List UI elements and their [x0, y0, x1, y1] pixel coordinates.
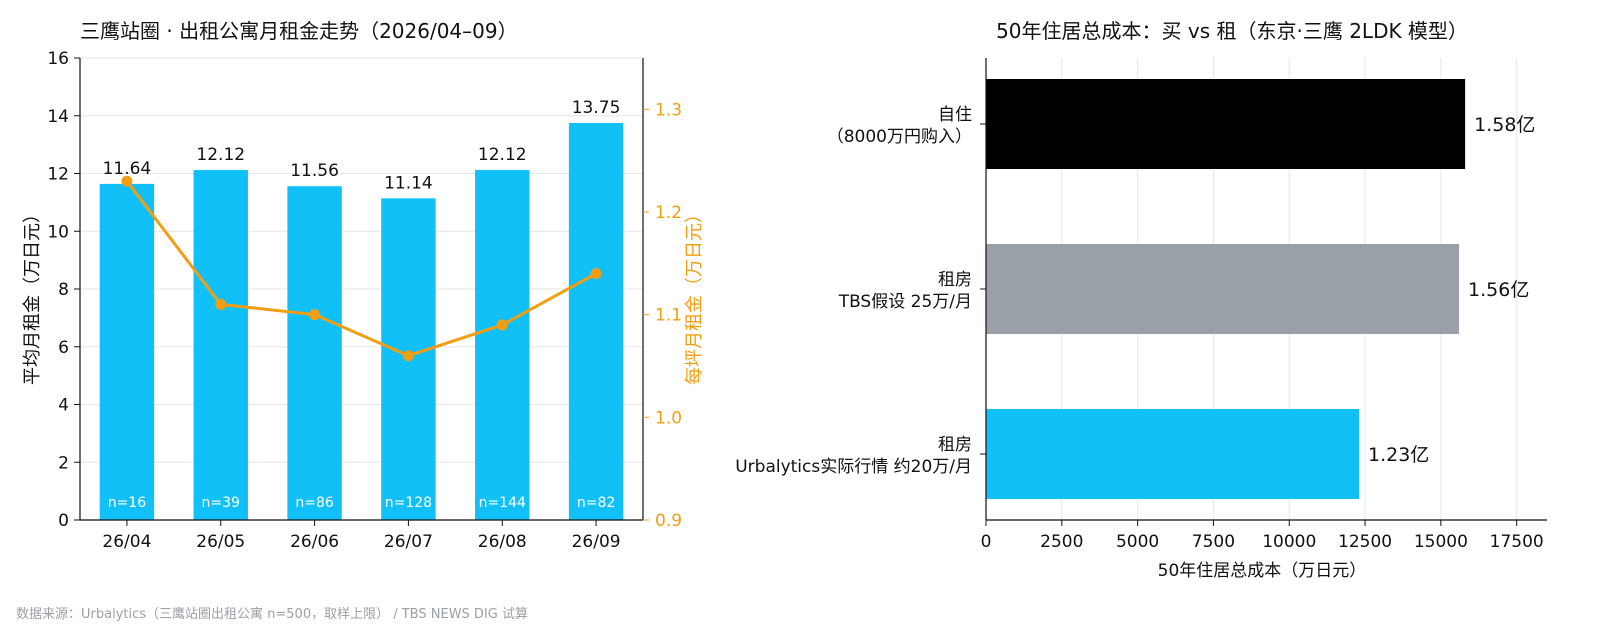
total-cost-category-label: 租房	[938, 435, 972, 455]
data-source-note: 数据来源：Urbalytics（三鹰站圈出租公寓 n=500，取样上限） / T…	[16, 607, 528, 622]
total-cost-bars: 1.58亿 1.56亿 1.23亿	[986, 79, 1535, 499]
rent-per-tsubo-point	[309, 309, 321, 321]
rent-bar-sample-label: n=144	[479, 495, 526, 511]
rent-bar-value-label: 12.12	[196, 145, 245, 165]
total-cost-x-tick-label: 17500	[1490, 532, 1544, 552]
total-cost-category-sublabel: Urbalytics实际行情 约20万/月	[735, 457, 972, 477]
rent-trend-x-tick-label: 26/05	[196, 532, 245, 552]
rent-trend-chart: 三鹰站圈 · 出租公寓月租金走势（2026/04–09） 11.64 n=16 12…	[22, 19, 705, 552]
rent-trend-y2-axis-label: 每坪月租金（万日元）	[684, 205, 705, 385]
rent-per-tsubo-point	[121, 175, 133, 187]
total-cost-category-label: 自住	[938, 105, 972, 125]
total-cost-x-tick-label: 2500	[1040, 532, 1083, 552]
rent-trend-y-tick-label: 10	[47, 222, 69, 242]
total-cost-x-tick-label: 10000	[1262, 532, 1316, 552]
rent-trend-y-tick-label: 2	[58, 453, 69, 473]
total-cost-x-axis-label: 50年住居总成本（万日元）	[1158, 561, 1367, 581]
rent-trend-y2-tick-label: 1.2	[655, 203, 682, 223]
rent-bar	[99, 183, 155, 520]
rent-bar-sample-label: n=86	[295, 495, 334, 511]
total-cost-bar-value-label: 1.56亿	[1468, 279, 1529, 301]
total-cost-bar-value-label: 1.23亿	[1368, 444, 1429, 466]
total-cost-x-tick-label: 12500	[1338, 532, 1392, 552]
rent-trend-x-tick-label: 26/07	[384, 532, 433, 552]
rent-bar-value-label: 11.56	[290, 161, 339, 181]
rent-bar-sample-label: n=39	[202, 495, 240, 511]
rent-per-tsubo-point	[496, 319, 508, 331]
rent-trend-bars: 11.64 n=16 12.12 n=39 11.56 n=86 11.14 n=128 12.…	[99, 98, 624, 520]
total-cost-bar	[986, 409, 1359, 499]
rent-bar-sample-label: n=16	[108, 495, 147, 511]
rent-trend-y2-tick-label: 1.3	[655, 100, 682, 120]
rent-bar	[568, 122, 624, 520]
total-cost-bar-value-label: 1.58亿	[1474, 114, 1535, 136]
rent-trend-title: 三鹰站圈 · 出租公寓月租金走势（2026/04–09）	[80, 19, 518, 43]
rent-trend-y2-tick-label: 1.0	[655, 408, 682, 428]
rent-trend-y-tick-label: 14	[47, 107, 69, 127]
rent-bar	[193, 170, 248, 520]
total-cost-x-tick-label: 0	[981, 532, 992, 552]
total-cost-category-label: 租房	[938, 270, 972, 290]
rent-bar-value-label: 11.64	[103, 159, 152, 179]
rent-trend-y-tick-label: 8	[58, 280, 69, 300]
rent-trend-y-tick-label: 0	[58, 511, 69, 531]
rent-bar-value-label: 12.12	[478, 145, 527, 165]
rent-trend-x-tick-label: 26/09	[572, 532, 621, 552]
rent-per-tsubo-series-line	[125, 180, 597, 358]
rent-trend-x-tick-label: 26/04	[102, 532, 151, 552]
rent-bar-sample-label: n=82	[577, 495, 615, 511]
rent-bar-value-label: 13.75	[572, 98, 621, 118]
rent-per-tsubo-line	[121, 175, 602, 362]
total-cost-axes: 0 2500 5000 7500 10000 12500 15000 17500 自住（8000…	[735, 58, 1547, 552]
rent-trend-y-tick-label: 12	[47, 165, 69, 185]
rent-trend-y-tick-label: 6	[58, 338, 69, 358]
rent-trend-y-axis-label: 平均月租金（万日元）	[22, 205, 43, 385]
rent-bar	[287, 186, 342, 520]
total-cost-title: 50年住居总成本：买 vs 租（东京·三鹰 2LDK 模型）	[996, 19, 1468, 43]
rent-trend-x-tick-label: 26/08	[478, 532, 527, 552]
rent-bar-sample-label: n=128	[385, 495, 432, 511]
total-cost-bar	[986, 79, 1466, 169]
rent-bar-value-label: 11.14	[384, 173, 433, 193]
total-cost-x-tick-label: 7500	[1192, 532, 1235, 552]
total-cost-category-sublabel: （8000万円购入）	[827, 127, 972, 147]
rent-trend-x-tick-label: 26/06	[290, 532, 339, 552]
rent-trend-y2-tick-label: 0.9	[655, 511, 682, 531]
total-cost-x-tick-label: 15000	[1414, 532, 1468, 552]
total-cost-category-sublabel: TBS假设 25万/月	[838, 292, 972, 312]
rent-trend-y-tick-label: 4	[58, 396, 69, 416]
rent-per-tsubo-point	[590, 268, 602, 280]
rent-per-tsubo-point	[215, 298, 227, 310]
rent-trend-y2-tick-label: 1.1	[655, 306, 682, 326]
total-cost-chart: 50年住居总成本：买 vs 租（东京·三鹰 2LDK 模型） 1.58亿 1.56…	[735, 19, 1547, 581]
rent-trend-axes: 0 2 4 6 8 10 12 14 16 26/04 26/05 26/06 26/07 26/08 26…	[47, 49, 682, 552]
total-cost-x-tick-label: 5000	[1116, 532, 1159, 552]
rent-trend-y-tick-label: 16	[47, 49, 69, 69]
rent-per-tsubo-point	[402, 350, 414, 362]
total-cost-bar	[986, 244, 1460, 334]
rent-bar	[475, 170, 530, 520]
rent-trend-grid	[80, 57, 643, 463]
